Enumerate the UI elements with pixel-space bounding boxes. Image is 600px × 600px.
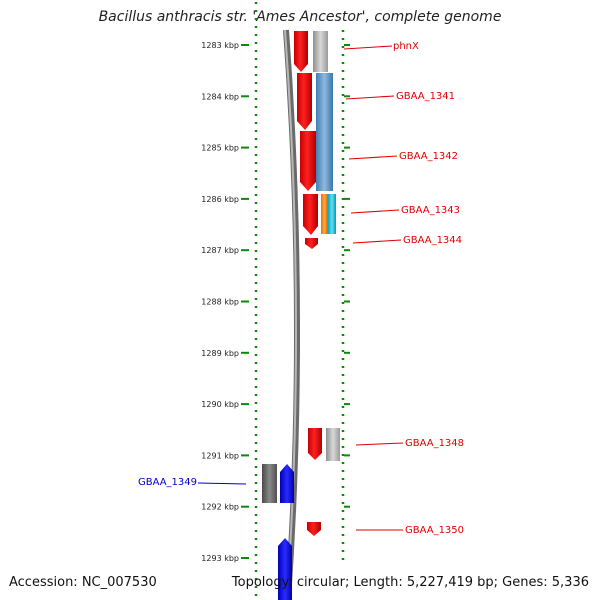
gene-GBAA_1344-arrow[interactable] [305,238,318,249]
tick-label: 1284 kbp [201,92,239,101]
tick-label: 1285 kbp [201,144,239,153]
tick-group: 1283 kbp 1284 kbp 1285 kbp 1286 kbp 1287 kbp… [201,41,350,563]
gene-GBAA_1350-arrow[interactable] [307,522,321,536]
feature-phnX-box[interactable] [313,31,328,72]
gene-GBAA_1341-arrow[interactable] [297,73,312,130]
gene-label-GBAA_1348[interactable]: GBAA_1348 [405,438,464,449]
leader-lines [197,45,404,531]
gene-label-GBAA_1341[interactable]: GBAA_1341 [396,91,455,102]
gene-label-GBAA_1349[interactable]: GBAA_1349 [138,477,197,488]
tick-label: 1289 kbp [201,349,239,358]
gene-label-GBAA_1342[interactable]: GBAA_1342 [399,151,458,162]
gene-GBAA_1348-arrow[interactable] [308,428,322,460]
genome-backbone-highlight [284,29,298,600]
tick-label: 1286 kbp [201,195,239,204]
gene-GBAA_1343-arrow[interactable] [303,194,318,235]
tick-label: 1292 kbp [201,503,239,512]
gene-phnX-arrow[interactable] [294,31,308,72]
map-title: Bacillus anthracis str. 'Ames Ancestor',… [98,9,502,25]
tick-label: 1288 kbp [201,298,239,307]
tick-label: 1291 kbp [201,451,239,460]
gene-label-GBAA_1343[interactable]: GBAA_1343 [401,205,460,216]
accession-text: Accession: NC_007530 [9,575,157,590]
tick-label: 1287 kbp [201,246,239,255]
gene-label-GBAA_1344[interactable]: GBAA_1344 [403,235,462,246]
genome-summary-text: Topology: circular; Length: 5,227,419 bp… [231,575,589,590]
feature-GBAA_1343-orange-box[interactable] [321,194,328,234]
feature-GBAA_1343-cyan-box[interactable] [328,194,336,234]
gene-lower-blue-arrow[interactable] [278,538,292,600]
gene-GBAA_1349-arrow[interactable] [280,464,294,503]
gene-GBAA_1342-arrow[interactable] [300,131,316,191]
tick-label: 1293 kbp [201,554,239,563]
tick-label: 1290 kbp [201,400,239,409]
feature-GBAA_1348-box[interactable] [326,428,340,461]
gene-label-GBAA_1350[interactable]: GBAA_1350 [405,525,464,536]
feature-GBAA_1341-box[interactable] [316,73,333,191]
feature-GBAA_1349-grey-box[interactable] [262,464,277,503]
tick-label: 1283 kbp [201,41,239,50]
gene-label-phnX[interactable]: phnX [393,41,419,52]
